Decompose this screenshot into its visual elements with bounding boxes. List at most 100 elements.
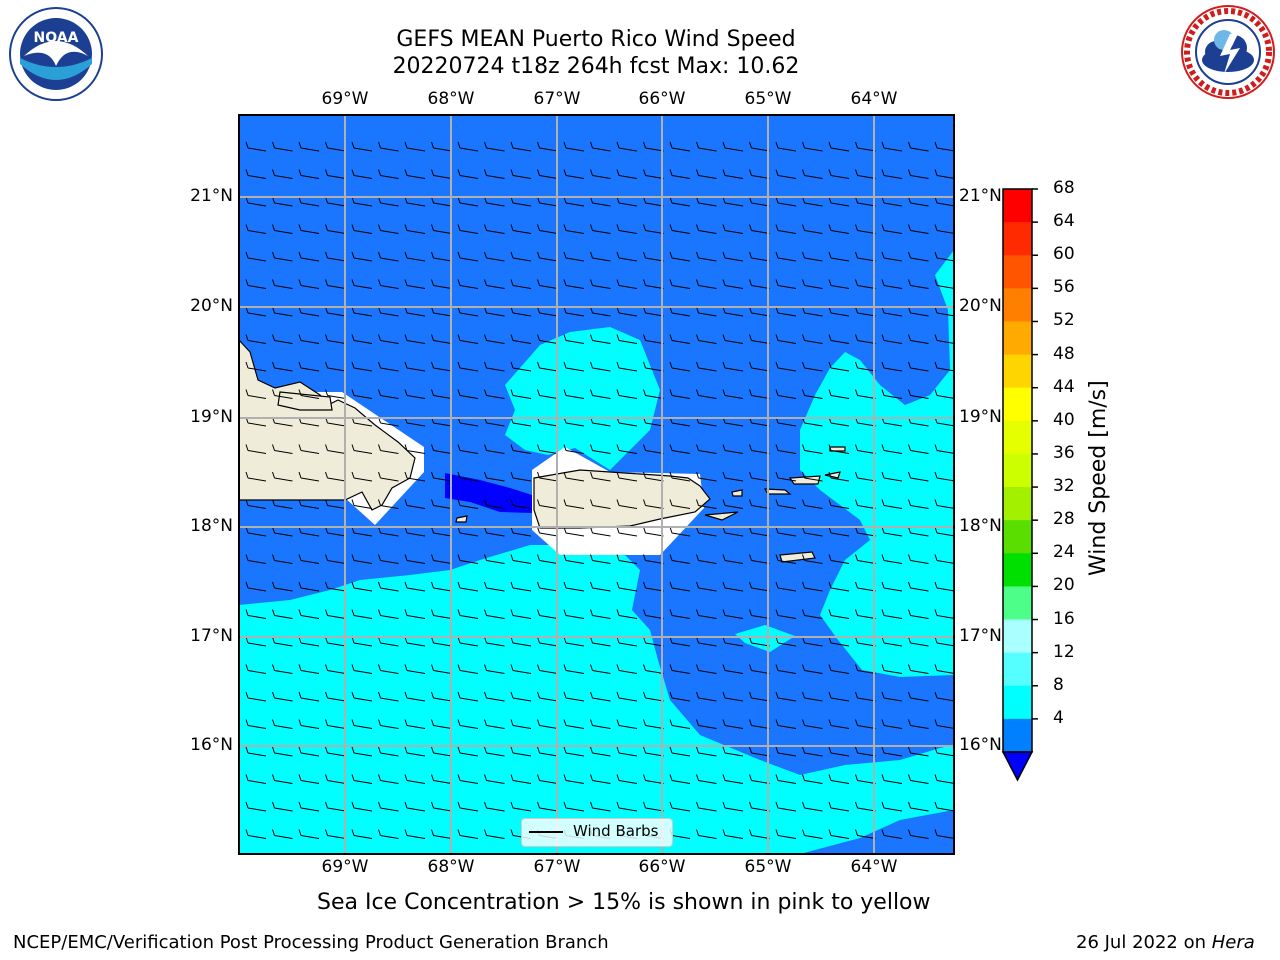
wind-barb	[908, 499, 929, 509]
wind-barb	[378, 334, 399, 344]
wind-barb	[669, 279, 691, 289]
wind-barb	[643, 554, 664, 564]
wind-barb	[351, 774, 373, 784]
wind-barb	[908, 719, 929, 729]
land-virgin-islands-2	[788, 475, 821, 485]
wind-barb	[749, 224, 770, 234]
wind-barb	[908, 554, 929, 564]
wind-barb	[537, 471, 558, 482]
wind-barb	[855, 444, 876, 454]
map-title-line2: 20220724 t18z 264h fcst Max: 10.62	[392, 54, 800, 79]
wind-barb	[643, 664, 664, 674]
wind-barb	[272, 334, 293, 344]
wind-barb	[643, 224, 664, 234]
wind-barb	[484, 169, 505, 179]
wind-barb	[272, 829, 293, 839]
wind-barb	[272, 361, 293, 372]
wind-barb	[272, 141, 293, 152]
lat-label-right: 16°N	[959, 735, 1002, 755]
wind-barb	[537, 444, 558, 454]
wind-barb	[378, 774, 399, 784]
wind-barb	[775, 471, 797, 482]
wind-barb	[749, 609, 770, 619]
legend-label: Wind Barbs	[573, 822, 659, 840]
wind-barb	[484, 664, 505, 674]
wind-barb	[643, 801, 664, 812]
wind-barb	[696, 609, 717, 619]
wind-barb	[404, 361, 426, 372]
wind-barb	[378, 554, 399, 564]
wind-barb	[934, 801, 954, 812]
wind-barb	[484, 141, 505, 152]
wind-barb	[272, 774, 293, 784]
wind-barb	[828, 719, 850, 729]
wind-barb	[855, 389, 876, 399]
wind-barb	[908, 444, 929, 454]
wind-barb	[828, 664, 850, 674]
wind-barb	[749, 251, 770, 262]
wind-barb	[616, 499, 638, 509]
lat-lon-gridlines	[239, 115, 954, 854]
wind-barb	[775, 746, 797, 757]
wind-barb	[298, 746, 320, 757]
colorbar-segment	[1003, 354, 1032, 389]
wind-barb	[563, 609, 585, 619]
wind-barb	[431, 774, 452, 784]
wind-barb	[325, 471, 346, 482]
wind-barb	[828, 334, 850, 344]
wind-zone-8-12-south	[239, 545, 954, 854]
wind-barb	[590, 801, 611, 812]
wind-barb	[855, 169, 876, 179]
wind-barb	[351, 471, 373, 482]
wind-barb	[510, 224, 532, 234]
wind-barb	[828, 554, 850, 564]
wind-barb	[616, 334, 638, 344]
wind-barb	[775, 829, 797, 839]
lon-label-bottom: 67°W	[533, 857, 581, 877]
wind-barb	[510, 609, 532, 619]
wind-barb	[484, 499, 505, 509]
wind-barb	[643, 691, 664, 702]
wind-barb	[484, 224, 505, 234]
wind-barb	[643, 499, 664, 509]
wind-barb	[908, 141, 929, 152]
wind-barb	[590, 471, 611, 482]
wind-barb	[855, 746, 876, 757]
wind-barb	[749, 444, 770, 454]
lon-label-top: 67°W	[533, 89, 581, 109]
wind-barb	[590, 334, 611, 344]
wind-barb	[881, 581, 903, 592]
wind-barb	[643, 389, 664, 399]
wind-barb	[828, 801, 850, 812]
wind-barb	[722, 499, 744, 509]
wind-barb	[669, 609, 691, 619]
wind-barb	[908, 664, 929, 674]
wind-barb	[484, 279, 505, 289]
wind-barb	[775, 224, 797, 234]
wind-barb	[881, 334, 903, 344]
wind-barb	[881, 664, 903, 674]
wind-barb	[484, 361, 505, 372]
wind-barb	[510, 719, 532, 729]
wind-barb	[298, 389, 320, 399]
wind-barb	[722, 609, 744, 619]
wind-barb	[484, 334, 505, 344]
wind-barb	[510, 279, 532, 289]
wind-barb	[457, 499, 479, 509]
wind-barb	[378, 361, 399, 372]
wind-barb	[457, 801, 479, 812]
wind-barb	[272, 801, 293, 812]
wind-barb	[245, 444, 267, 454]
wind-barb	[378, 141, 399, 152]
wind-barb	[245, 609, 267, 619]
wind-barb	[351, 251, 373, 262]
wind-barb	[881, 801, 903, 812]
wind-barb	[696, 691, 717, 702]
wind-barb	[722, 224, 744, 234]
wind-barb	[484, 609, 505, 619]
wind-barb	[484, 471, 505, 482]
wind-barb	[590, 581, 611, 592]
wind-barb	[669, 581, 691, 592]
wind-barb	[537, 169, 558, 179]
lon-label-top: 69°W	[321, 89, 369, 109]
